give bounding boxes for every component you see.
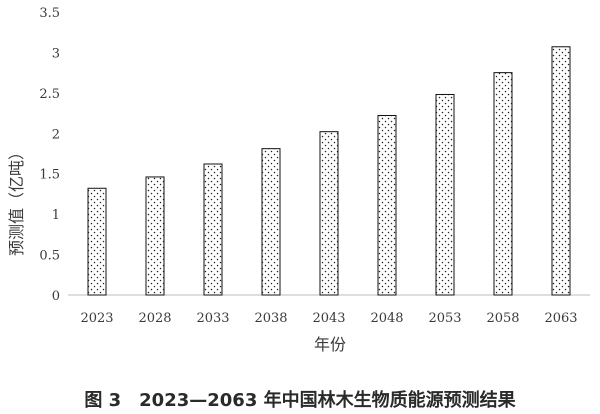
x-tick-label: 2028 [138, 311, 171, 326]
bar-2058 [493, 72, 513, 296]
x-tick-label: 2023 [80, 311, 113, 326]
x-tick-label: 2053 [428, 311, 461, 326]
bar-2033 [203, 163, 223, 296]
x-tick-label: 2033 [196, 311, 229, 326]
bar-2048 [377, 114, 397, 296]
bar-2053 [435, 93, 455, 296]
bar-2038 [261, 148, 281, 296]
y-tick-label: 0.5 [39, 249, 60, 264]
y-tick-label: 2 [52, 127, 60, 142]
bar-2043 [319, 131, 339, 296]
x-tick-label: 2063 [544, 311, 577, 326]
y-tick-label: 3 [52, 46, 60, 61]
y-tick-label: 0 [52, 289, 60, 304]
x-tick-label: 2043 [312, 311, 345, 326]
y-tick-label: 3.5 [39, 6, 60, 21]
bar-2023 [87, 187, 107, 296]
bars [87, 46, 571, 296]
x-tick-label: 2058 [486, 311, 519, 326]
y-tick-labels: 0 0.5 1 1.5 2 2.5 3 3.5 [39, 6, 60, 304]
x-axis-label: 年份 [314, 335, 346, 354]
figure-caption: 图 3 2023—2063 年中国林木生物质能源预测结果 [84, 390, 516, 411]
x-tick-label: 2048 [370, 311, 403, 326]
y-tick-label: 1.5 [39, 168, 60, 183]
y-axis-label: 预测值（亿吨） [7, 144, 26, 256]
x-tick-labels: 2023 2028 2033 2038 2043 2048 2053 2058 2063 [80, 311, 577, 326]
x-tick-label: 2038 [254, 311, 287, 326]
y-tick-label: 2.5 [39, 87, 60, 102]
bar-2063 [551, 46, 571, 296]
bar-2028 [145, 176, 165, 296]
y-tick-label: 1 [52, 208, 60, 223]
